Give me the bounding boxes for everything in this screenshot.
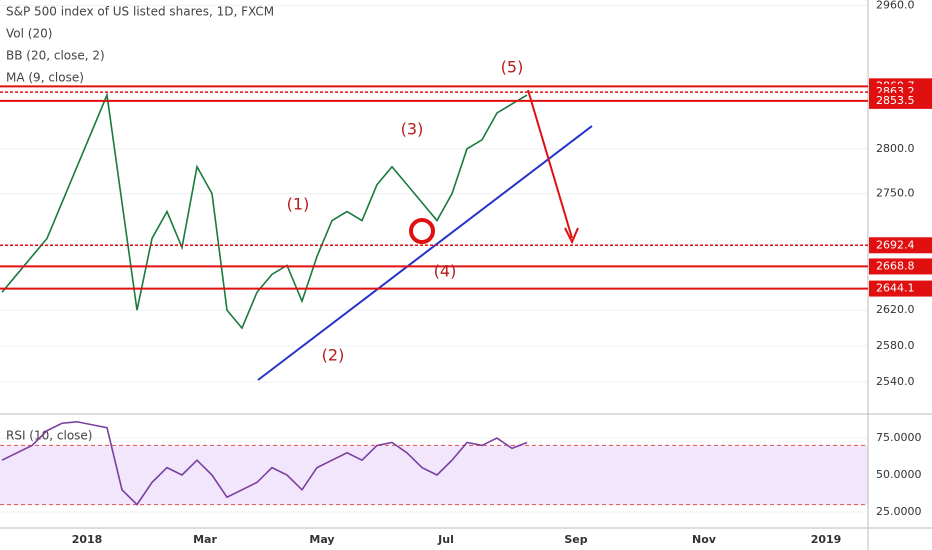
level-label: 2853.5: [876, 94, 915, 107]
price-line: [1, 92, 528, 330]
indicator-label: RSI (10, close): [6, 429, 92, 443]
y-tick-label: 2620.0: [876, 303, 915, 316]
x-tick-label: May: [309, 533, 334, 546]
y-tick-label: 50.0000: [876, 468, 922, 481]
arrow-head: [564, 227, 579, 245]
y-tick-label: 2800.0: [876, 142, 915, 155]
y-tick-label: 2540.0: [876, 375, 915, 388]
chart-title: S&P 500 index of US listed shares, 1D, F…: [6, 5, 274, 19]
forecast-arrow: [527, 89, 573, 239]
wave-label: (5): [501, 58, 524, 77]
x-tick-label: 2018: [72, 533, 103, 546]
wave-label: (2): [322, 346, 345, 365]
level-label: 2644.1: [876, 282, 915, 295]
level-tag: [869, 92, 932, 109]
level-label: 2668.8: [876, 259, 915, 272]
marker-circle: [409, 218, 435, 244]
rsi-band: [0, 445, 868, 505]
trend-line: [257, 125, 593, 381]
y-tick-label: 2750.0: [876, 187, 915, 200]
wave-label: (1): [287, 195, 310, 214]
level-label: 2692.4: [876, 238, 915, 251]
price-line: [1, 420, 528, 506]
y-tick-label: 2960.0: [876, 0, 915, 11]
y-tick-label: 25.0000: [876, 505, 922, 518]
indicator-label: MA (9, close): [6, 71, 84, 85]
x-tick-label: Nov: [692, 533, 717, 546]
x-tick-label: Jul: [437, 533, 454, 546]
y-tick-label: 75.0000: [876, 431, 922, 444]
indicator-label: Vol (20): [6, 27, 52, 41]
y-tick-label: 2580.0: [876, 339, 915, 352]
level-tag: [869, 258, 932, 275]
wave-label: (4): [434, 262, 457, 281]
wave-label: (3): [401, 120, 424, 139]
x-tick-label: Mar: [193, 533, 217, 546]
level-tag: [869, 280, 932, 297]
indicator-label: BB (20, close, 2): [6, 49, 105, 63]
x-tick-label: Sep: [564, 533, 587, 546]
x-tick-label: 2019: [811, 533, 842, 546]
level-tag: [869, 237, 932, 254]
